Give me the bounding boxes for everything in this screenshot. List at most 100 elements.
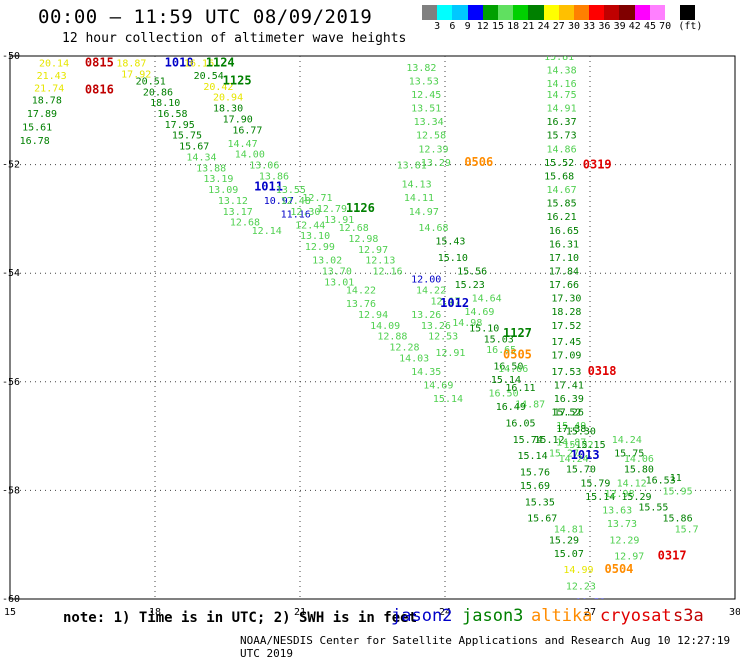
wave-height-value: 16.58	[157, 109, 187, 120]
satellite-legend-jason2: jason2	[391, 606, 453, 626]
pass-id-label: 0317	[658, 549, 687, 563]
color-swatch	[604, 5, 620, 20]
wave-height-value: 15.29	[621, 492, 651, 503]
wave-height-value: 17.10	[549, 253, 579, 264]
wave-height-value: 16.65	[486, 345, 516, 356]
wave-height-value: 13.29	[421, 158, 451, 169]
wave-height-value: 12.23	[566, 581, 596, 592]
wave-height-value: 14.00	[235, 150, 265, 161]
wave-height-value: 12.39	[418, 144, 448, 155]
wave-height-value: 12.13	[365, 256, 395, 267]
wave-height-value: 14.24	[559, 454, 589, 465]
wave-height-value: 10.97	[264, 196, 294, 207]
wave-height-value: 15.15	[576, 440, 606, 451]
wave-height-value: 14.68	[418, 223, 448, 234]
color-scale-tick: (ft)	[678, 21, 703, 32]
pass-id-label: 1127	[503, 326, 532, 340]
wave-height-value: 15.73	[547, 131, 577, 142]
pass-id-label: 0506	[464, 155, 493, 169]
wave-height-value: 15.49	[556, 421, 586, 432]
y-tick-label: -60	[2, 594, 20, 605]
pass-id-label: 0319	[583, 158, 612, 172]
wave-height-value: 15.75	[172, 131, 202, 142]
color-scale-tick: 45	[643, 21, 657, 32]
wave-height-value: 14.67	[547, 185, 577, 196]
color-swatch	[680, 5, 696, 20]
color-scale-tick: 21	[522, 21, 535, 32]
color-swatch	[543, 5, 559, 20]
color-scale-tick: 18	[507, 21, 520, 32]
satellite-legend-cryosat: cryosat	[600, 606, 672, 626]
wave-height-value: 16.78	[20, 136, 50, 147]
wave-height-value: 13.10	[300, 231, 330, 242]
pass-id-label: 1012	[440, 296, 469, 310]
wave-height-value: 20.51	[136, 76, 166, 87]
color-scale-tick: 27	[552, 21, 565, 32]
wave-height-value: 15.75	[614, 448, 644, 459]
wave-height-value: 17.41	[554, 381, 584, 392]
wave-height-value: 13.19	[203, 174, 233, 185]
wave-height-value: 15.68	[544, 171, 574, 182]
color-swatch	[422, 5, 438, 20]
wave-height-value: 20.42	[203, 82, 233, 93]
wave-height-value: 15.14	[518, 451, 548, 462]
satellite-legend-altika: altika	[531, 606, 593, 626]
plot-frame	[9, 55, 736, 600]
color-swatch	[634, 5, 650, 20]
wave-height-value: 16.05	[505, 419, 535, 430]
wave-height-value: 13.63	[602, 505, 632, 516]
wave-height-value: 16.50	[493, 362, 523, 373]
pass-id-label: 1126	[346, 201, 375, 215]
color-scale	[422, 5, 696, 20]
wave-height-value: 12.68	[230, 218, 260, 229]
wave-height-value: 15.22	[563, 440, 593, 451]
wave-height-value: 12.29	[609, 535, 639, 546]
wave-height-value: 13.53	[409, 76, 439, 87]
wave-height-value: 13.51	[411, 104, 441, 115]
wave-height-value: 16.50	[489, 389, 519, 400]
wave-height-value: 13.12	[218, 196, 248, 207]
wave-height-value: 13.26	[411, 310, 441, 321]
wave-height-value: 12.17	[431, 296, 461, 307]
wave-height-value: 12.68	[339, 223, 369, 234]
wave-height-value: 15.10	[438, 253, 468, 264]
wave-height-value: 15.30	[566, 427, 596, 438]
wave-height-value: 14.47	[228, 139, 258, 150]
wave-height-value: 15.52	[551, 408, 581, 419]
wave-height-value: 21.74	[34, 83, 64, 94]
wave-height-value: 13.91	[324, 215, 354, 226]
wave-height-value: 14.13	[402, 180, 432, 191]
wave-height-value: 16.49	[496, 402, 526, 413]
wave-height-value: 13.34	[414, 117, 444, 128]
color-scale-tick: 70	[659, 21, 672, 32]
wave-height-value: 15.67	[527, 514, 557, 525]
wave-height-value: 15.14	[433, 394, 463, 405]
wave-height-value: 14.91	[547, 104, 577, 115]
wave-height-value: 15.29	[549, 535, 579, 546]
footer-credit: NOAA/NESDIS Center for Satellite Applica…	[240, 634, 731, 660]
wave-height-value: 14.69	[423, 381, 453, 392]
pass-id-label: 0816	[85, 83, 114, 97]
wave-height-value: 15.35	[525, 497, 555, 508]
wave-height-value: 12.28	[389, 343, 419, 354]
wave-height-value: 16.16	[184, 59, 214, 70]
wave-height-value: 18.10	[150, 98, 180, 109]
wave-height-value: 16.31	[549, 239, 579, 250]
wave-height-value: 17.38	[556, 424, 586, 435]
wave-height-value: 15.74	[513, 435, 543, 446]
wave-height-value: 17.66	[549, 280, 579, 291]
wave-height-value: 16.65	[549, 226, 579, 237]
wave-height-value: 15.86	[663, 514, 693, 525]
pass-id-label: 1124	[206, 56, 235, 70]
color-scale-tick: 12	[476, 21, 489, 32]
wave-height-value: 14.69	[464, 307, 494, 318]
wave-height-value: 14.99	[563, 565, 593, 576]
wave-height-value: 18.30	[213, 104, 243, 115]
wave-height-value: 15.03	[484, 334, 514, 345]
wave-height-value: 20.94	[213, 93, 243, 104]
wave-height-value: 14.22	[416, 285, 446, 296]
wave-height-value: 15.85	[547, 199, 577, 210]
wave-height-value: 17.30	[551, 294, 581, 305]
color-swatch	[497, 5, 514, 20]
